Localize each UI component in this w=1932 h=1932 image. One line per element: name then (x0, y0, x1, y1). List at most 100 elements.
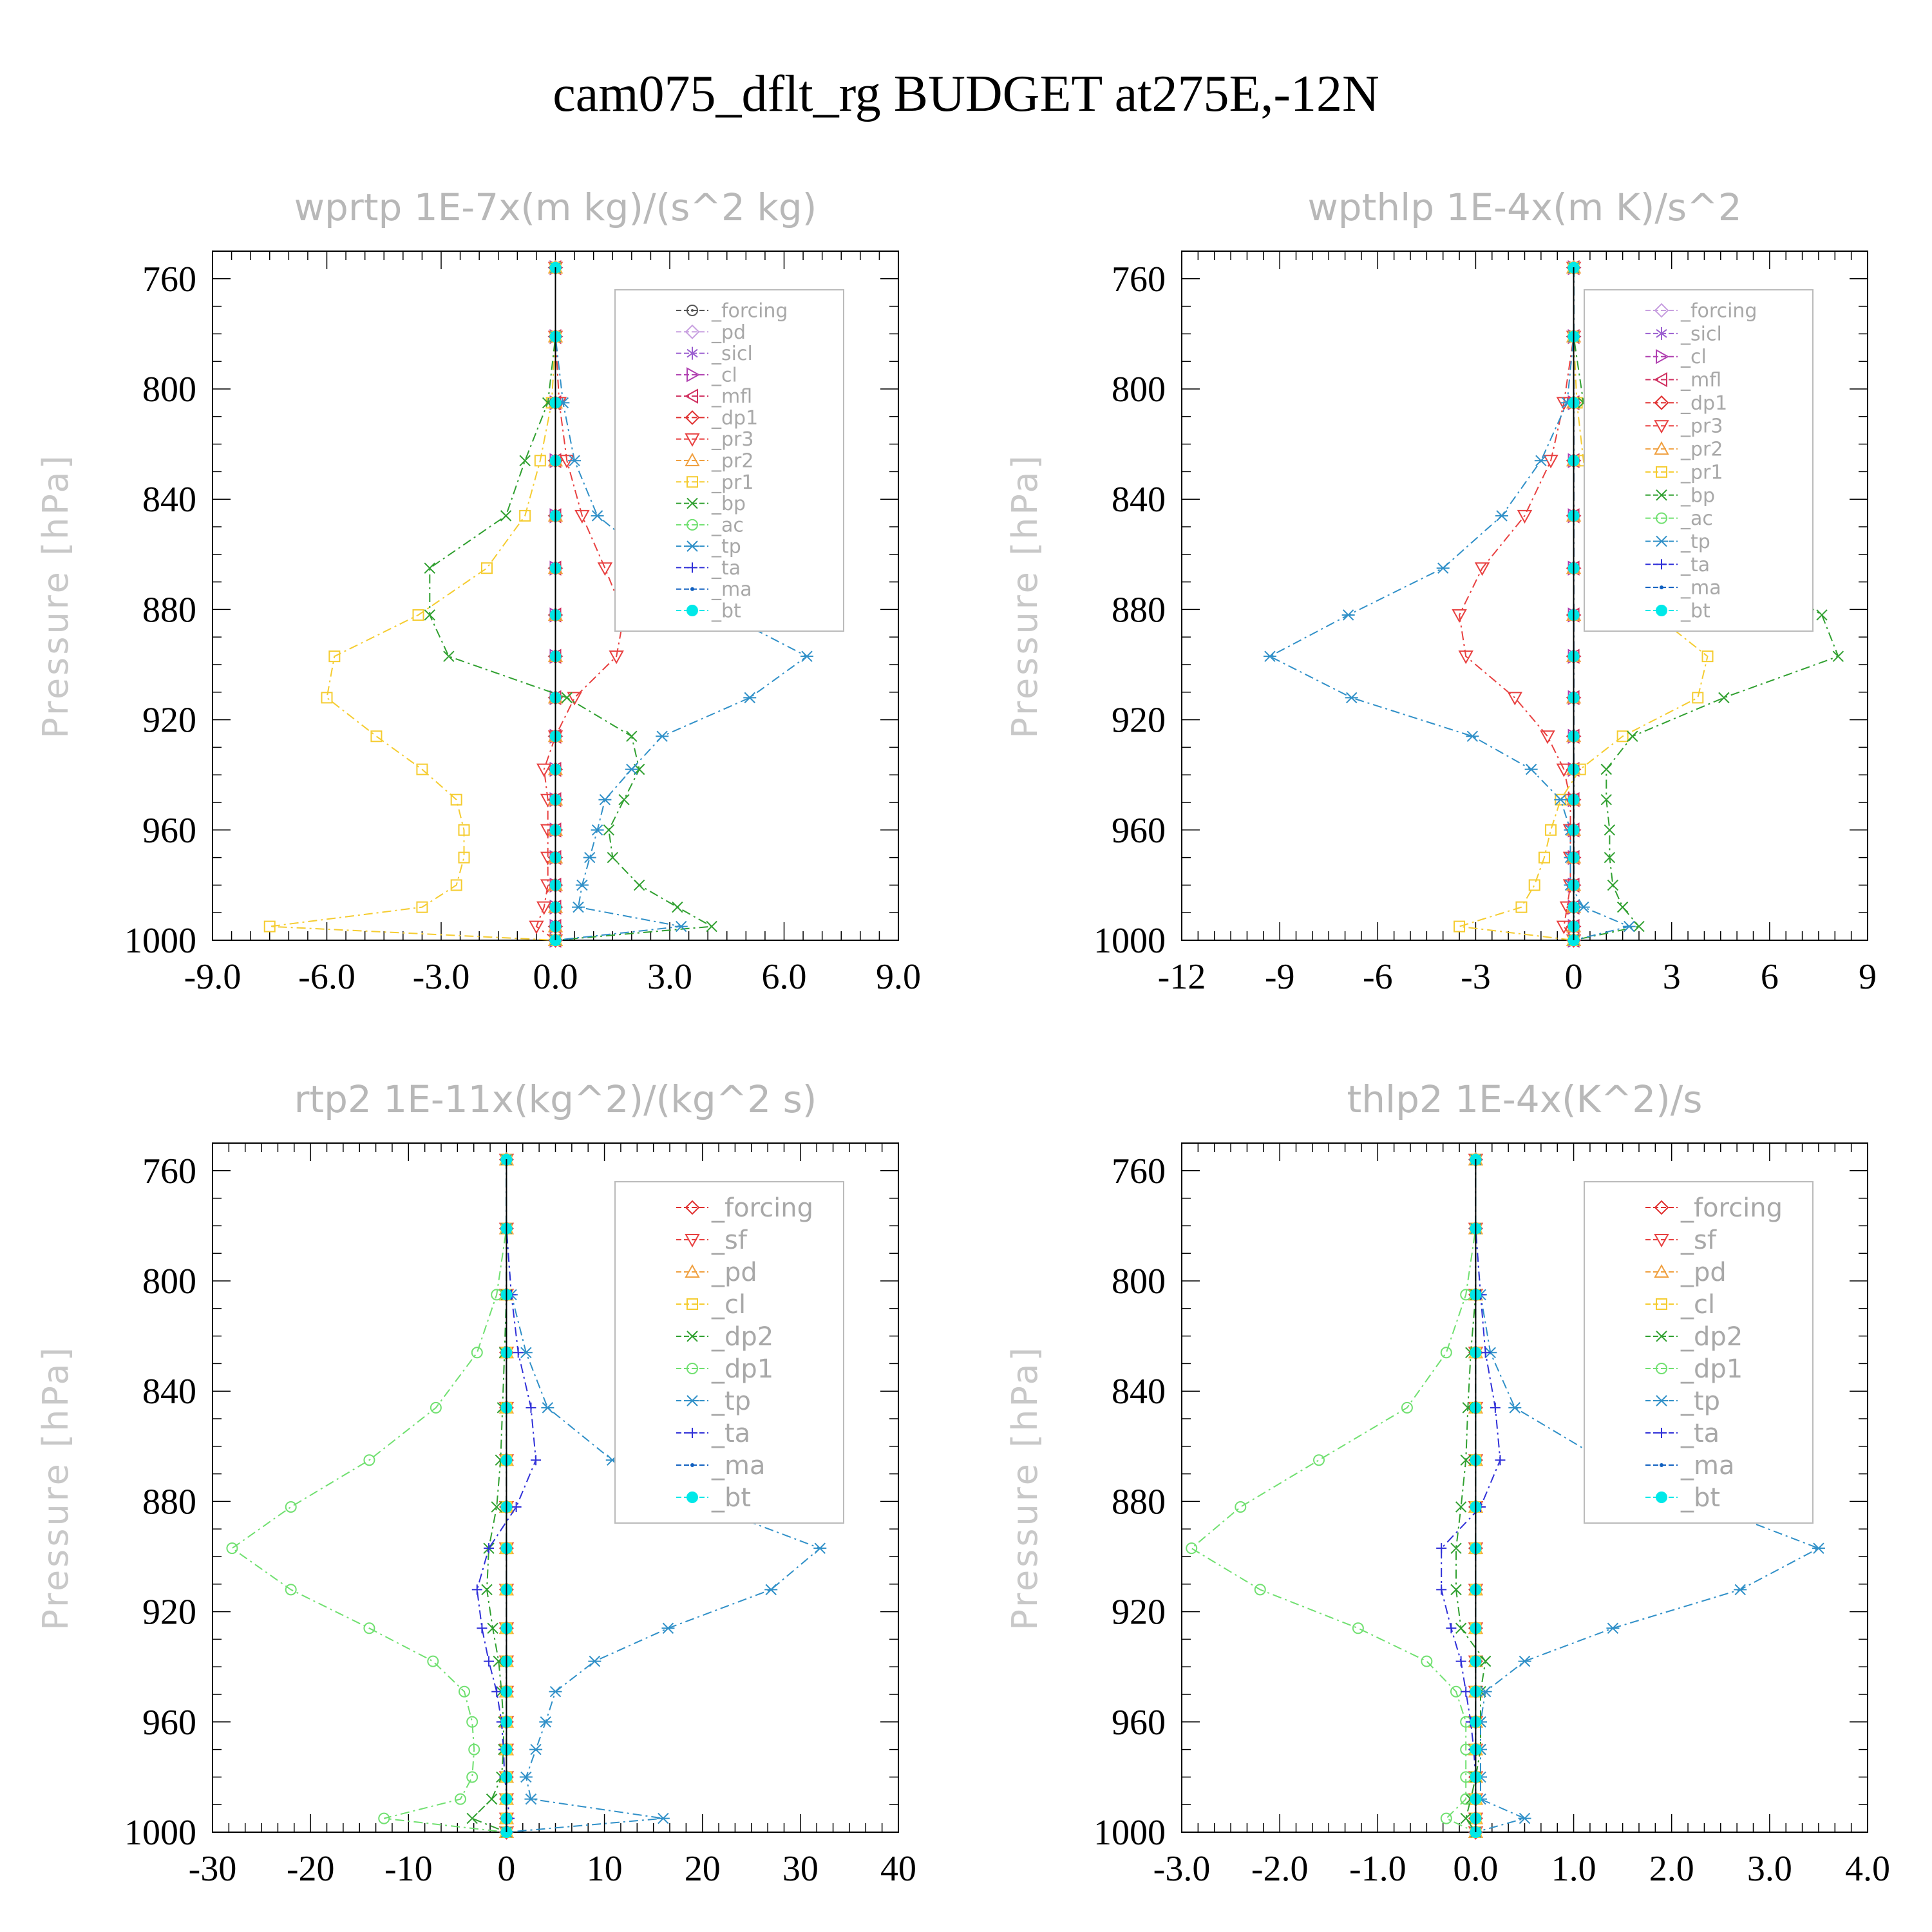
legend-marker-ta (1656, 1428, 1667, 1438)
x-tick-label: 2.0 (1649, 1849, 1694, 1889)
y-tick-label: 960 (142, 1703, 196, 1743)
y-tick-label: 880 (142, 590, 196, 630)
legend-marker-dp2 (687, 1331, 698, 1342)
y-tick-label: 1000 (124, 1813, 196, 1853)
series-line-bp (429, 267, 714, 941)
legend-label-bt: _bt (711, 1483, 751, 1513)
series-point-bp (1816, 609, 1828, 621)
legend-marker-sf (1654, 1234, 1669, 1248)
legend-label-ma: _ma (1680, 577, 1721, 600)
legend-box (614, 289, 844, 632)
series-point-bp (1718, 692, 1730, 704)
series-point-pr1 (1616, 730, 1629, 743)
series-point-dp1 (285, 1584, 297, 1596)
series-point-dp1 (1421, 1655, 1433, 1667)
legend-marker-pr1 (1656, 466, 1667, 478)
series-point-dp1 (427, 1655, 439, 1667)
y-tick-label: 760 (142, 260, 196, 299)
legend-marker-bt (1656, 605, 1667, 616)
legend-label-sf: _sf (1680, 1226, 1717, 1255)
series-point-dp2 (1450, 1584, 1462, 1596)
series-point-tp (1345, 692, 1358, 704)
series-point-pr1 (416, 901, 428, 913)
legend-label-forcing: _forcing (1680, 300, 1757, 323)
series-point-bp (607, 851, 618, 864)
x-tick-label: 6 (1761, 957, 1779, 997)
series-point-dp2 (1455, 1501, 1467, 1513)
series-point-pr1 (1515, 901, 1528, 913)
series-point-pr3 (536, 901, 552, 915)
series-point-bp (618, 794, 630, 806)
legend-marker-dp1 (1654, 395, 1669, 410)
legend-marker-pr2 (1654, 441, 1669, 455)
series-point-bp (626, 730, 638, 742)
y-tick-label: 960 (1112, 811, 1166, 851)
legend-label-sicl: _sicl (1680, 323, 1722, 345)
x-tick-label: 0.0 (1453, 1849, 1498, 1889)
legend-label-cl: _cl (711, 364, 737, 386)
series-point-pr1 (450, 793, 462, 806)
series-point-ta (1490, 1402, 1501, 1413)
series-point-tp (1518, 1655, 1531, 1667)
series-point-dp1 (1254, 1584, 1266, 1596)
legend-marker-tp (1655, 1395, 1668, 1406)
panel-title: wprtp 1E-7x(m kg)/(s^2 kg) (294, 185, 817, 229)
series-point-ta (531, 1455, 542, 1466)
x-tick-label: 3.0 (647, 957, 692, 997)
series-point-tp (598, 794, 612, 806)
y-tick-label: 840 (1112, 480, 1166, 520)
y-tick-label: 1000 (124, 921, 196, 961)
legend-marker-bp (687, 497, 698, 509)
y-tick-label: 960 (1112, 1703, 1166, 1743)
series-point-pr1 (450, 879, 462, 891)
legend: _forcing _sf _pd _cl_dp2_dp1 _tp _ta _ma_bt (614, 1181, 844, 1524)
series-point-dp1 (454, 1793, 466, 1805)
series-point-bp (424, 562, 435, 574)
panel-title: thlp2 1E-4x(K^2)/s (1347, 1077, 1702, 1121)
legend-label-dp2: _dp2 (711, 1322, 773, 1352)
series-line-dp2 (471, 1159, 507, 1833)
panel-3: rtp2 1E-11x(kg^2)/(kg^2 s) Pressure [hPa]… (35, 1077, 916, 1889)
x-tick-label: 9.0 (876, 957, 921, 997)
series-line-pr1 (269, 267, 556, 941)
legend-label-ac: _ac (711, 514, 744, 536)
series-point-bp (1633, 920, 1645, 933)
y-tick-label: 800 (142, 370, 196, 410)
legend-label-sicl: _sicl (711, 343, 753, 365)
x-tick-label: 1.0 (1551, 1849, 1596, 1889)
series-point-dp1 (471, 1347, 483, 1359)
legend-marker-pr2 (685, 452, 700, 466)
series-point-pr1 (1692, 692, 1704, 704)
x-tick-label: 20 (685, 1849, 721, 1889)
legend-marker-sicl (1656, 327, 1667, 340)
legend-marker-pr3 (1654, 420, 1669, 434)
legend-label-bt: _bt (1680, 1483, 1720, 1513)
legend-label-cl: _cl (1680, 346, 1707, 368)
series-point-tp (743, 692, 757, 704)
series-point-dp1 (363, 1622, 375, 1634)
series-point-tp (568, 455, 582, 466)
legend-marker-sf (685, 1234, 700, 1248)
legend-label-pr1: _pr1 (711, 471, 753, 494)
y-tick-label: 920 (142, 701, 196, 741)
x-tick-label: 6.0 (762, 957, 807, 997)
legend-marker-ma (690, 587, 694, 591)
series-point-tp (674, 920, 688, 933)
series-point-ta (484, 1543, 495, 1554)
series-point-pr3 (1517, 509, 1533, 524)
legend-marker-bt (687, 1492, 698, 1503)
panel-2: wpthlp 1E-4x(m K)/s^2 Pressure [hPa] 760 80… (1005, 185, 1877, 997)
series-point-ta (1436, 1543, 1447, 1554)
series-point-ta (484, 1656, 495, 1667)
panel-title: rtp2 1E-11x(kg^2)/(kg^2 s) (294, 1077, 817, 1121)
series-point-bp (443, 650, 455, 662)
x-tick-label: -6.0 (298, 957, 355, 997)
legend-marker-cl (1656, 348, 1670, 365)
series-point-dp1 (1186, 1542, 1198, 1555)
legend-label-mfl: _mfl (1680, 369, 1721, 392)
y-tick-label: 960 (142, 811, 196, 851)
series-point-pr1 (1454, 920, 1466, 933)
y-tick-label: 880 (142, 1482, 196, 1522)
legend-label-tp: _tp (711, 536, 741, 558)
legend-marker-tp (686, 540, 699, 552)
